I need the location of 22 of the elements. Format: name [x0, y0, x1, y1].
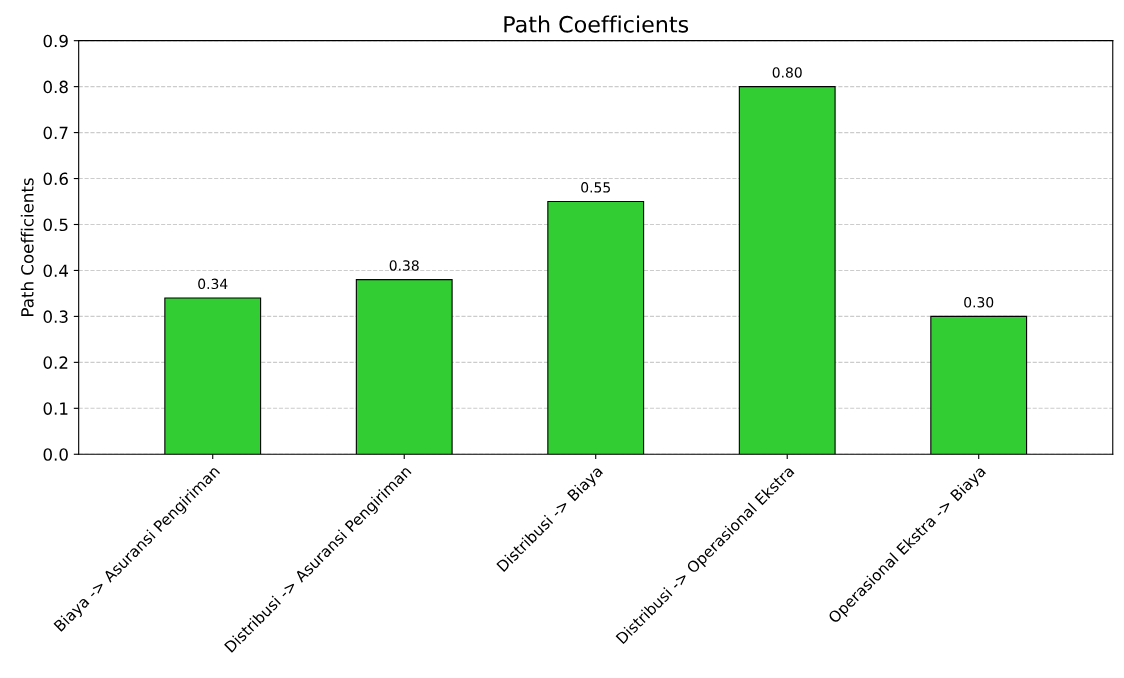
- data-label: 0.55: [581, 182, 610, 193]
- bar: [164, 297, 262, 455]
- y-tick-label: 0.4: [43, 264, 69, 278]
- y-tick-label: 0.3: [43, 310, 68, 323]
- y-tick-label: 0.5: [43, 218, 68, 232]
- y-tick-label: 0.9: [43, 34, 68, 48]
- y-tick-label: 0.2: [43, 356, 68, 369]
- y-tick-label: 0.6: [43, 172, 68, 186]
- bar: [355, 279, 453, 455]
- y-tick-label: 0.8: [43, 80, 68, 94]
- bar: [547, 200, 645, 455]
- bar: [930, 315, 1028, 455]
- y-tick-label: 0.1: [43, 402, 68, 415]
- y-tick-label: 0.0: [43, 448, 68, 461]
- data-label: 0.38: [389, 260, 419, 271]
- y-tick-label: 0.7: [43, 126, 68, 140]
- bar: [738, 86, 836, 455]
- data-label: 0.34: [198, 278, 228, 290]
- data-label: 0.30: [964, 297, 994, 308]
- y-axis-title: Path Coefficients: [20, 178, 34, 316]
- data-label: 0.80: [772, 67, 802, 78]
- chart-title: Path Coefficients: [504, 15, 689, 33]
